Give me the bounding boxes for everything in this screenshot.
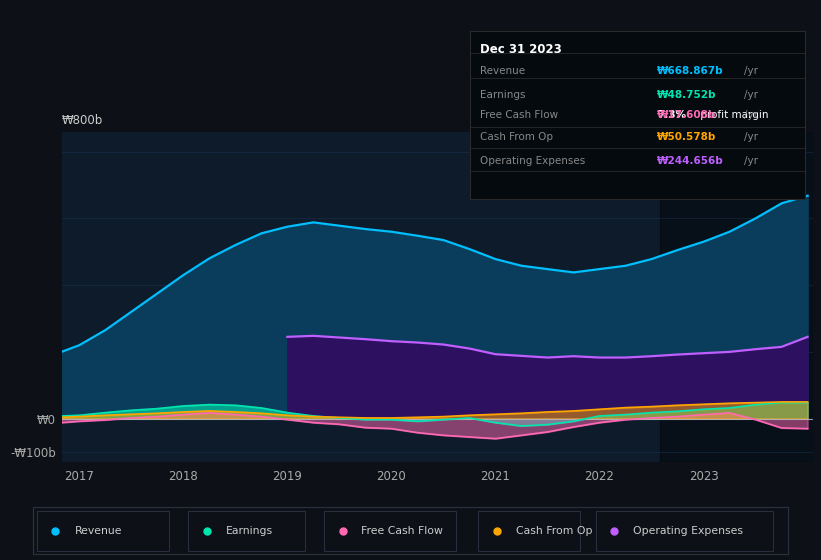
Text: Cash From Op: Cash From Op bbox=[516, 526, 593, 535]
Text: 7.3%: 7.3% bbox=[657, 110, 686, 120]
Text: Revenue: Revenue bbox=[75, 526, 122, 535]
Text: Free Cash Flow: Free Cash Flow bbox=[479, 110, 557, 120]
Text: Revenue: Revenue bbox=[479, 66, 525, 76]
Text: ₩668.867b: ₩668.867b bbox=[657, 66, 724, 76]
Bar bbox=[660, 132, 813, 462]
Text: ₩800b: ₩800b bbox=[62, 114, 103, 127]
Text: profit margin: profit margin bbox=[697, 110, 769, 120]
Text: Cash From Op: Cash From Op bbox=[479, 133, 553, 142]
Text: Dec 31 2023: Dec 31 2023 bbox=[479, 43, 562, 55]
Text: /yr: /yr bbox=[745, 133, 759, 142]
Text: /yr: /yr bbox=[745, 110, 759, 120]
Text: ₩17.608b: ₩17.608b bbox=[657, 110, 717, 120]
Text: Earnings: Earnings bbox=[479, 91, 525, 100]
Text: /yr: /yr bbox=[745, 91, 759, 100]
Text: Operating Expenses: Operating Expenses bbox=[633, 526, 743, 535]
Text: Earnings: Earnings bbox=[226, 526, 273, 535]
Text: ₩50.578b: ₩50.578b bbox=[657, 133, 717, 142]
Text: /yr: /yr bbox=[745, 66, 759, 76]
Text: ₩48.752b: ₩48.752b bbox=[657, 91, 717, 100]
Text: /yr: /yr bbox=[745, 156, 759, 166]
Text: ₩244.656b: ₩244.656b bbox=[657, 156, 724, 166]
Text: Operating Expenses: Operating Expenses bbox=[479, 156, 585, 166]
Text: Free Cash Flow: Free Cash Flow bbox=[361, 526, 443, 535]
